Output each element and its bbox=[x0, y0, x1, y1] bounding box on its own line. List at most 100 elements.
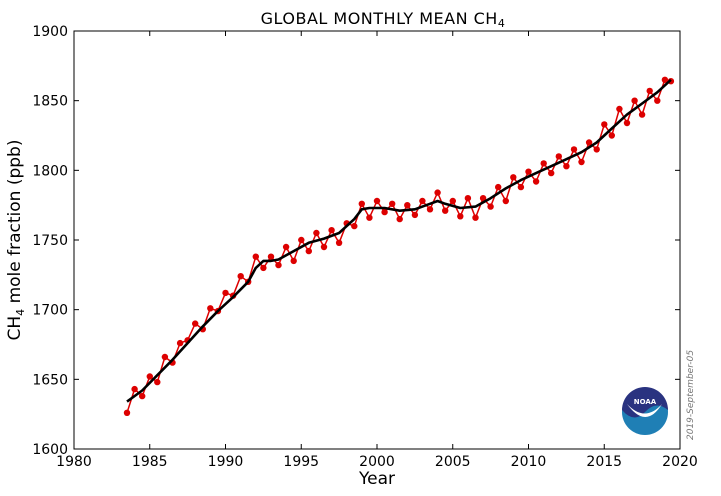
x-tick-label: 1985 bbox=[132, 454, 168, 470]
x-axis: 1980 1985 1990 1995 2000 2005 2010 2015 2020 bbox=[56, 31, 698, 470]
monthly-data-point bbox=[335, 239, 343, 246]
y-tick-label: 1700 bbox=[32, 303, 68, 319]
monthly-data-point bbox=[328, 227, 335, 234]
monthly-data-point bbox=[366, 214, 373, 221]
monthly-data-point bbox=[563, 163, 570, 170]
x-tick-label: 2005 bbox=[435, 454, 471, 470]
monthly-data-point bbox=[396, 215, 403, 223]
trend-series-line bbox=[126, 78, 672, 403]
monthly-data-point bbox=[298, 236, 305, 244]
monthly-data-point bbox=[616, 105, 623, 113]
monthly-data-point bbox=[267, 253, 275, 260]
monthly-data-point bbox=[464, 195, 472, 202]
monthly-data-point bbox=[434, 189, 441, 196]
monthly-data-point bbox=[222, 289, 229, 297]
x-tick-label: 1995 bbox=[283, 454, 319, 470]
y-tick-label: 1650 bbox=[32, 372, 68, 388]
monthly-data-point bbox=[661, 76, 669, 84]
monthly-data-point bbox=[419, 197, 426, 205]
y-axis-title-subscript: 4 bbox=[14, 309, 27, 316]
monthly-data-point bbox=[487, 203, 494, 210]
monthly-data-point bbox=[146, 373, 153, 380]
monthly-data-point bbox=[601, 121, 608, 128]
monthly-data-point bbox=[548, 169, 555, 177]
monthly-data-point bbox=[502, 197, 509, 205]
monthly-data-point bbox=[389, 200, 396, 207]
x-tick-label: 2000 bbox=[359, 454, 395, 470]
x-tick-label: 1990 bbox=[208, 454, 244, 470]
monthly-data-point bbox=[252, 253, 259, 260]
monthly-data-point bbox=[555, 153, 562, 160]
monthly-data-point bbox=[305, 247, 312, 255]
monthly-data-point bbox=[313, 229, 320, 237]
monthly-data-point bbox=[373, 197, 381, 205]
monthly-data-point bbox=[282, 243, 290, 251]
monthly-data-point bbox=[540, 160, 547, 167]
y-axis-title-rest: mole fraction (ppb) bbox=[5, 140, 25, 309]
monthly-data-point bbox=[139, 392, 146, 400]
monthly-data-point bbox=[517, 183, 525, 191]
monthly-data-point bbox=[623, 119, 631, 127]
monthly-data-point bbox=[449, 197, 456, 205]
monthly-data-point bbox=[358, 200, 365, 207]
noaa-logo-bird bbox=[627, 404, 662, 417]
plot-frame bbox=[73, 30, 681, 450]
monthly-data-point bbox=[351, 222, 358, 230]
monthly-data-point bbox=[207, 305, 214, 312]
monthly-data-point bbox=[479, 195, 487, 202]
date-stamp: 2019-September-05 bbox=[686, 350, 696, 440]
chart-title-main: GLOBAL MONTHLY MEAN CH bbox=[261, 9, 498, 28]
monthly-data-point bbox=[131, 385, 138, 393]
monthly-data-point bbox=[260, 264, 267, 272]
chart-title-subscript: 4 bbox=[498, 17, 506, 30]
monthly-data-point bbox=[495, 183, 502, 191]
monthly-data-point bbox=[404, 202, 411, 209]
monthly-data-point bbox=[457, 213, 464, 220]
chart-title: GLOBAL MONTHLY MEAN CH4 bbox=[261, 9, 506, 30]
monthly-data-point bbox=[442, 207, 449, 214]
monthly-data-point bbox=[192, 320, 199, 327]
x-tick-label: 2020 bbox=[662, 454, 698, 470]
monthly-data-point bbox=[525, 168, 532, 175]
monthly-data-point bbox=[578, 158, 585, 166]
monthly-data-point bbox=[161, 353, 169, 361]
monthly-data-point bbox=[646, 87, 653, 95]
monthly-data-point bbox=[426, 206, 434, 213]
monthly-data-point bbox=[411, 211, 419, 219]
x-tick-label: 1980 bbox=[56, 454, 92, 470]
y-tick-label: 1750 bbox=[32, 233, 68, 249]
x-tick-label: 2010 bbox=[511, 454, 547, 470]
monthly-data-point bbox=[275, 261, 282, 269]
monthly-data-point bbox=[608, 132, 615, 139]
y-axis-title: CH4 mole fraction (ppb) bbox=[5, 140, 27, 341]
monthly-data-point bbox=[320, 243, 328, 251]
noaa-logo: NOAA bbox=[622, 387, 668, 435]
noaa-logo-text: NOAA bbox=[634, 398, 657, 406]
monthly-data-point bbox=[510, 174, 517, 181]
y-axis: 1600 1650 1700 1750 1800 1850 1900 bbox=[32, 24, 680, 458]
monthly-data-point bbox=[290, 257, 297, 265]
monthly-data-point bbox=[381, 208, 388, 216]
monthly-data-point bbox=[123, 409, 131, 416]
monthly-data-point bbox=[585, 139, 593, 146]
monthly-data-point bbox=[654, 97, 661, 104]
x-tick-label: 2015 bbox=[586, 454, 622, 470]
monthly-data-point bbox=[631, 97, 638, 104]
monthly-series-line bbox=[126, 79, 672, 414]
y-tick-label: 1850 bbox=[32, 94, 68, 110]
monthly-data-point bbox=[638, 111, 646, 118]
monthly-data-point bbox=[593, 146, 600, 153]
y-tick-label: 1600 bbox=[32, 442, 68, 458]
monthly-data-point bbox=[570, 146, 578, 153]
x-axis-title: Year bbox=[358, 469, 395, 489]
y-axis-title-main: CH bbox=[5, 316, 25, 341]
monthly-data-point bbox=[237, 273, 244, 280]
monthly-data-point bbox=[532, 178, 540, 185]
y-tick-label: 1800 bbox=[32, 163, 68, 179]
monthly-data-point bbox=[176, 339, 184, 347]
y-tick-label: 1900 bbox=[32, 24, 68, 40]
monthly-data-point bbox=[472, 214, 479, 221]
series-layer bbox=[123, 76, 675, 416]
monthly-data-point bbox=[154, 378, 161, 386]
